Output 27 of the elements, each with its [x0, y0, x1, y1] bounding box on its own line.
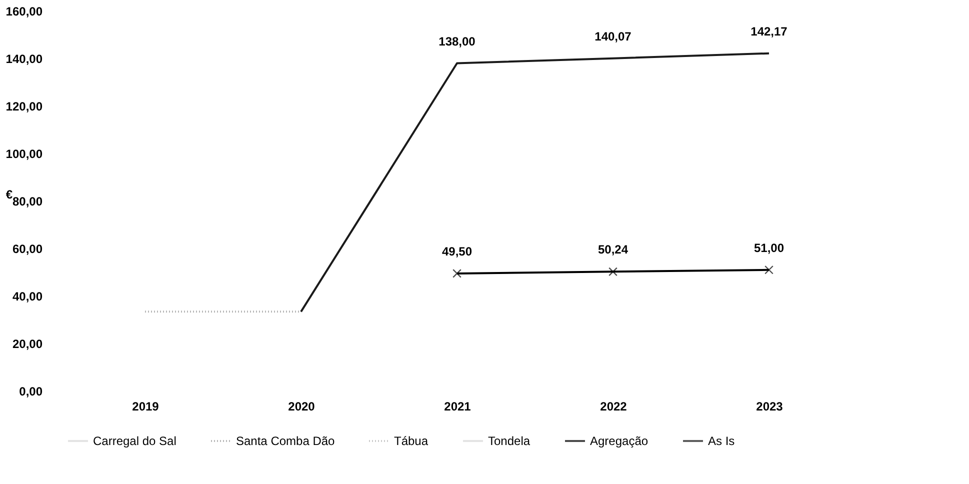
y-tick-label: 160,00 [6, 4, 43, 18]
x-tick-label: 2021 [444, 400, 472, 414]
y-axis-title: € [6, 188, 13, 202]
y-tick-label: 60,00 [12, 242, 43, 256]
legend-label: Agregação [590, 434, 648, 448]
y-tick-label: 140,00 [6, 52, 43, 66]
y-tick-label: 0,00 [19, 384, 43, 398]
legend-label: Santa Comba Dão [236, 434, 336, 448]
x-tick-label: 2020 [288, 400, 316, 414]
data-label: 142,17 [750, 24, 788, 38]
x-tick-label: 2022 [600, 400, 628, 414]
x-tick-label: 2023 [756, 400, 784, 414]
legend-label: As Is [708, 434, 735, 448]
legend-label: Tondela [488, 434, 530, 448]
data-label: 49,50 [442, 244, 472, 258]
legend-label: Carregal do Sal [93, 434, 176, 448]
y-tick-label: 20,00 [12, 337, 43, 351]
y-tick-label: 40,00 [12, 290, 43, 304]
y-tick-label: 120,00 [6, 100, 43, 114]
legend-label: Tábua [394, 434, 428, 448]
y-tick-label: 80,00 [12, 194, 43, 208]
data-label: 140,07 [594, 29, 632, 44]
data-label: 138,00 [438, 34, 476, 48]
x-tick-label: 2019 [132, 400, 160, 414]
data-label: 51,00 [754, 240, 784, 255]
y-tick-label: 100,00 [6, 147, 43, 161]
data-label: 50,24 [598, 242, 628, 257]
